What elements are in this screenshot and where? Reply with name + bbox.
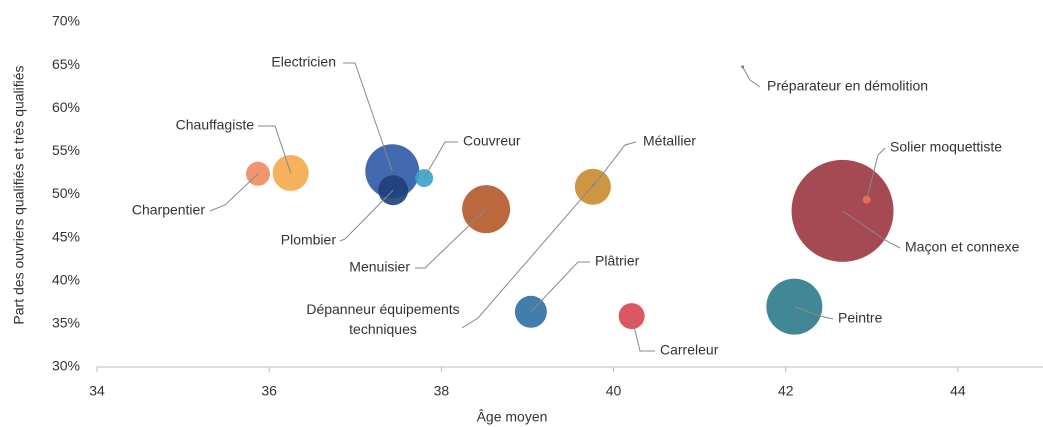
leader-line xyxy=(423,141,458,179)
y-tick-label: 70% xyxy=(52,13,80,29)
leader-line xyxy=(209,173,259,212)
x-axis-title: Âge moyen xyxy=(477,409,548,425)
y-tick-label: 65% xyxy=(52,56,80,72)
point-label: Dépanneur équipements techniques xyxy=(306,301,460,337)
point-label: Solier moquettiste xyxy=(890,139,1002,155)
point-label: Chauffagiste xyxy=(176,117,255,133)
leader-line xyxy=(461,181,597,329)
point-label: Charpentier xyxy=(132,202,205,218)
point-label: Peintre xyxy=(838,310,883,326)
point-label: Electricien xyxy=(271,54,336,70)
leader-line xyxy=(631,315,655,352)
x-tick-label: 34 xyxy=(89,383,105,399)
leader-line xyxy=(339,189,394,242)
leader-line xyxy=(530,261,590,313)
point-label: Préparateur en démolition xyxy=(767,78,928,94)
y-tick-label: 50% xyxy=(52,185,80,201)
point-label: Maçon et connexe xyxy=(905,239,1020,255)
leader-line xyxy=(866,147,886,200)
y-tick-label: 55% xyxy=(52,142,80,158)
leader-line xyxy=(742,66,761,88)
point-label: Menuisier xyxy=(349,259,410,275)
point-label: Plombier xyxy=(281,232,337,248)
leader-line xyxy=(258,125,292,174)
y-tick-label: 45% xyxy=(52,228,80,244)
y-tick-label: 60% xyxy=(52,99,80,115)
y-tick-label: 30% xyxy=(52,358,80,374)
point-label: Carreleur xyxy=(660,342,719,358)
point-label: Métallier xyxy=(643,133,696,149)
leader-line xyxy=(415,208,487,269)
x-tick-label: 42 xyxy=(778,383,794,399)
point-label: Plâtrier xyxy=(595,253,640,269)
leader-line xyxy=(842,210,901,249)
y-axis-title: Part des ouvriers qualifiés et très qual… xyxy=(11,65,27,324)
leader-line xyxy=(343,62,393,172)
leader-line xyxy=(592,141,637,188)
leader-line xyxy=(794,306,834,320)
point-label: Couvreur xyxy=(463,133,521,149)
x-tick-label: 40 xyxy=(606,383,622,399)
x-tick-label: 44 xyxy=(950,383,966,399)
x-tick-label: 36 xyxy=(261,383,277,399)
y-tick-label: 35% xyxy=(52,315,80,331)
y-tick-label: 40% xyxy=(52,271,80,287)
x-tick-label: 38 xyxy=(434,383,450,399)
